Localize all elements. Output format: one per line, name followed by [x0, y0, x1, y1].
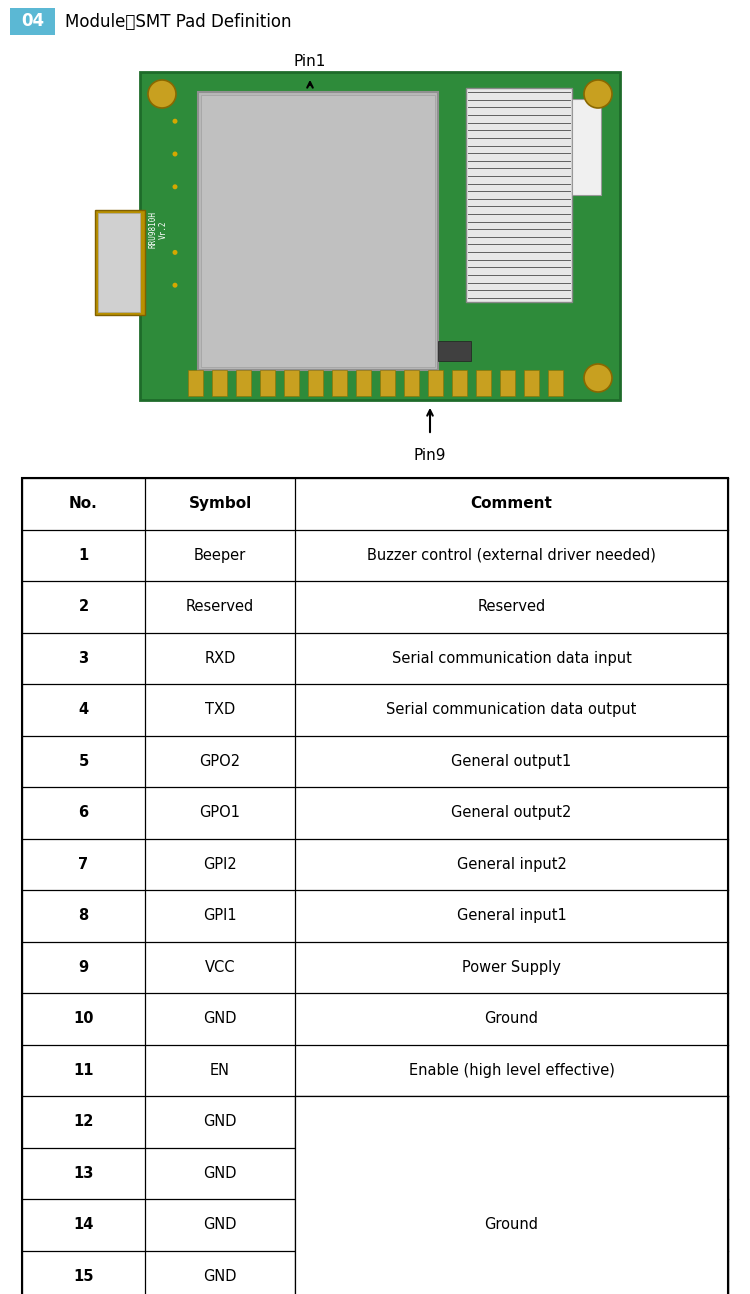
Text: 04: 04 — [21, 13, 44, 31]
Bar — [22, 477, 728, 1294]
Bar — [524, 370, 539, 396]
Circle shape — [172, 151, 178, 157]
Bar — [296, 1097, 727, 1294]
Text: General input2: General input2 — [457, 857, 566, 872]
Bar — [236, 370, 251, 396]
Text: RXD: RXD — [204, 651, 236, 665]
Bar — [500, 370, 515, 396]
Text: 15: 15 — [74, 1268, 94, 1284]
Circle shape — [584, 80, 612, 107]
Text: Beeper: Beeper — [194, 547, 246, 563]
Text: 5: 5 — [78, 753, 88, 769]
Text: Pin1: Pin1 — [294, 54, 326, 70]
Text: 3: 3 — [79, 651, 88, 665]
Bar — [332, 370, 347, 396]
Text: 14: 14 — [74, 1218, 94, 1232]
Circle shape — [584, 364, 612, 392]
Text: 8: 8 — [78, 908, 88, 923]
Text: Buzzer control (external driver needed): Buzzer control (external driver needed) — [367, 547, 656, 563]
Circle shape — [172, 250, 178, 255]
Text: Reserved: Reserved — [477, 599, 545, 615]
Bar — [197, 92, 437, 370]
Bar — [476, 370, 491, 396]
Bar — [10, 8, 55, 35]
Circle shape — [148, 80, 176, 107]
Text: Ground: Ground — [484, 1218, 538, 1232]
Text: GND: GND — [203, 1268, 237, 1284]
Text: General input1: General input1 — [457, 908, 566, 923]
Text: Symbol: Symbol — [188, 497, 251, 511]
Text: 7: 7 — [79, 857, 88, 872]
Text: GND: GND — [203, 1114, 237, 1130]
Bar — [452, 370, 467, 396]
Text: No.: No. — [69, 497, 98, 511]
Text: GPI2: GPI2 — [203, 857, 237, 872]
Text: 12: 12 — [74, 1114, 94, 1130]
Bar — [212, 370, 227, 396]
Bar — [98, 212, 140, 312]
Text: Module：SMT Pad Definition: Module：SMT Pad Definition — [65, 13, 292, 31]
Text: GPO1: GPO1 — [200, 805, 241, 820]
Text: TXD: TXD — [205, 703, 236, 717]
Text: 6: 6 — [79, 805, 88, 820]
Text: GPO2: GPO2 — [200, 753, 241, 769]
Bar — [437, 340, 471, 361]
Bar — [95, 210, 145, 314]
Text: Serial communication data output: Serial communication data output — [386, 703, 637, 717]
Text: EN: EN — [210, 1062, 230, 1078]
Text: 2: 2 — [79, 599, 88, 615]
Text: Serial communication data input: Serial communication data input — [392, 651, 632, 665]
Bar — [428, 370, 443, 396]
Bar — [548, 370, 563, 396]
Bar — [260, 370, 275, 396]
Text: Enable (high level effective): Enable (high level effective) — [409, 1062, 614, 1078]
Text: 1: 1 — [78, 547, 88, 563]
Bar — [308, 370, 323, 396]
Bar — [284, 370, 299, 396]
Text: GND: GND — [203, 1166, 237, 1180]
Text: VCC: VCC — [205, 960, 236, 974]
Text: 11: 11 — [74, 1062, 94, 1078]
Bar — [572, 100, 601, 195]
Text: Power Supply: Power Supply — [462, 960, 561, 974]
Text: Reserved: Reserved — [186, 599, 254, 615]
Bar — [356, 370, 371, 396]
Circle shape — [172, 282, 178, 287]
Text: 10: 10 — [74, 1011, 94, 1026]
Text: 9: 9 — [79, 960, 88, 974]
Circle shape — [172, 184, 178, 189]
Text: GND: GND — [203, 1011, 237, 1026]
Text: 13: 13 — [74, 1166, 94, 1180]
Text: Pin9: Pin9 — [414, 448, 446, 462]
Bar — [188, 370, 203, 396]
Text: RRU9810H
Vr.2: RRU9810H Vr.2 — [148, 211, 168, 248]
Bar — [140, 72, 620, 400]
Text: General output2: General output2 — [452, 805, 572, 820]
Bar — [404, 370, 419, 396]
Bar — [380, 370, 395, 396]
Text: Ground: Ground — [484, 1011, 538, 1026]
Text: GPI1: GPI1 — [203, 908, 237, 923]
Text: GND: GND — [203, 1218, 237, 1232]
Circle shape — [172, 119, 178, 124]
Text: 4: 4 — [79, 703, 88, 717]
Text: Comment: Comment — [470, 497, 553, 511]
Bar — [200, 94, 434, 367]
Text: General output1: General output1 — [452, 753, 572, 769]
Bar — [466, 88, 572, 302]
